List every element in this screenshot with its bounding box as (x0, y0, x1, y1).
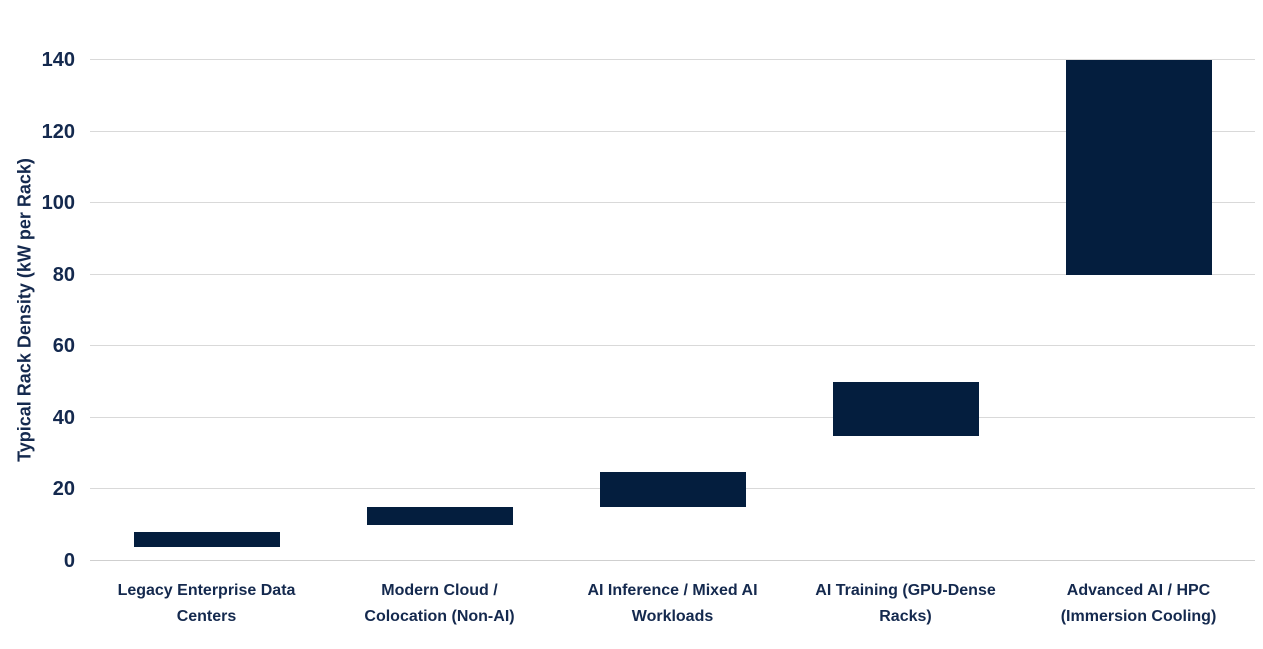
gridline-100 (90, 202, 1255, 204)
range-bar-5 (1065, 60, 1212, 275)
x-category-label-1: Legacy Enterprise Data Centers (117, 582, 296, 625)
y-tick-label-0: 0 (63, 550, 75, 572)
y-tick-label-80: 80 (52, 263, 75, 286)
y-tick-label-100: 100 (41, 192, 75, 215)
x-category-label-4: AI Training (GPU-Dense Racks) (815, 582, 996, 625)
range-bar-4 (832, 382, 979, 436)
y-tick-label-120: 120 (41, 120, 75, 143)
x-category-label-3: AI Inference / Mixed AI Workloads (587, 582, 758, 625)
y-axis-tick-labels: 0 20 40 60 80 100 120 140 (0, 50, 75, 571)
y-tick-label-20: 20 (52, 478, 75, 501)
x-axis-category-labels: Legacy Enterprise Data Centers Modern Clo… (90, 578, 1255, 630)
gridline-80 (90, 273, 1255, 275)
y-tick-label-140: 140 (41, 49, 75, 71)
gridline-140 (90, 59, 1255, 60)
y-tick-label-40: 40 (52, 406, 75, 429)
range-bar-2 (366, 507, 513, 526)
range-bar-3 (599, 471, 746, 508)
gridline-40 (90, 416, 1255, 418)
range-bar-1 (133, 532, 280, 547)
plot-area (90, 59, 1255, 561)
gridline-60 (90, 345, 1255, 347)
x-category-label-2: Modern Cloud / Colocation (Non-AI) (364, 582, 515, 625)
gridline-0 (90, 560, 1255, 561)
x-category-label-5: Advanced AI / HPC (Immersion Cooling) (1060, 582, 1217, 625)
gridline-120 (90, 130, 1255, 132)
y-tick-label-60: 60 (52, 335, 75, 358)
